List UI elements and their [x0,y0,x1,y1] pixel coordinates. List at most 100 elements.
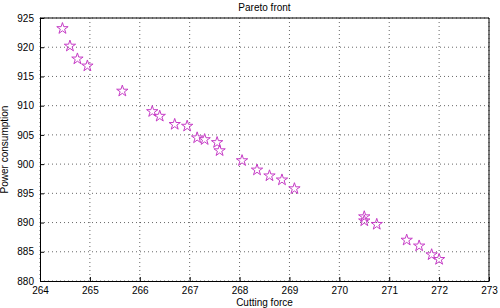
plot: 2642652662672682692702712722738808858908… [17,13,498,296]
tick-label: 915 [17,71,34,82]
grid-line [40,134,489,135]
tick: 900 [17,159,44,170]
grid-line [139,18,140,281]
point [413,240,424,251]
tick: 270 [331,277,348,296]
point [181,120,192,131]
tick-mark [40,135,44,136]
title: Pareto front [238,2,290,13]
point [82,60,93,71]
axis-line [41,281,490,282]
tick-label: 910 [17,100,34,111]
grid-line [40,18,41,281]
tick-label: 880 [17,276,34,287]
grid-line [239,18,240,281]
point [251,164,262,175]
point [57,23,68,34]
tick: 895 [17,188,44,199]
tick-label: 269 [282,285,299,296]
grid-line [40,193,489,194]
tick: 273 [481,277,498,296]
tick-label: 270 [331,285,348,296]
tick: 880 [17,276,44,287]
tick-label: 265 [82,285,99,296]
point [289,183,300,194]
tick: 266 [132,277,149,296]
tick-mark [40,164,44,165]
tick-mark [40,281,44,282]
point [276,174,287,185]
tick: 910 [17,100,44,111]
tick-label: 272 [431,285,448,296]
tick-mark [40,47,44,48]
tick-mark [190,277,191,281]
tick-mark [40,106,44,107]
tick-label: 271 [381,285,398,296]
point [72,53,83,64]
tick: 271 [381,277,398,296]
point [236,155,247,166]
grid-line [189,18,190,281]
tick: 925 [17,13,44,24]
point [154,110,165,121]
tick-mark [40,76,44,77]
y-axis: 880 885 890 895 900 905 910 915 920 925 [17,13,44,287]
tick-label: 890 [17,217,34,228]
grid-line [289,18,290,281]
tick-mark [40,252,44,253]
point [433,253,444,264]
tick-label: 264 [32,285,49,296]
x-axis-title: Cutting force [236,297,293,308]
frame [489,18,490,281]
y-axis-title: Power consumption [0,106,10,194]
tick-label: 273 [481,285,498,296]
grid-line [489,18,490,281]
tick-label: 925 [17,13,34,24]
tick-label: 920 [17,42,34,53]
tick-mark [40,193,44,194]
tick: 890 [17,217,44,228]
point [264,170,275,181]
tick-label: 895 [17,188,34,199]
point [359,215,370,226]
grid-line [40,222,489,223]
point [169,118,180,129]
tick-mark [90,277,91,281]
tick-label: 267 [182,285,199,296]
tick-mark [289,277,290,281]
tick-label: 885 [17,246,34,257]
tick: 265 [82,277,99,296]
grid-line [40,47,489,48]
point [211,137,222,148]
tick: 272 [431,277,448,296]
point [371,218,382,229]
point [214,145,225,156]
tick: 267 [182,277,199,296]
grid-line [439,18,440,281]
tick-label: 266 [132,285,149,296]
tick-mark [389,277,390,281]
grid-line [40,18,489,19]
tick-label: 900 [17,159,34,170]
chart: 2642652662672682692702712722738808858908… [0,0,500,308]
grid [40,18,489,281]
point [401,234,412,245]
point [199,134,210,145]
tick: 920 [17,42,44,53]
point [117,85,128,96]
tick: 268 [232,277,249,296]
tick: 269 [282,277,299,296]
tick: 915 [17,71,44,82]
point [64,40,75,51]
tick-mark [40,223,44,224]
tick: 885 [17,246,44,257]
grid-line [339,18,340,281]
tick-label: 268 [232,285,249,296]
grid-line [89,18,90,281]
tick-mark [439,277,440,281]
tick: 905 [17,130,44,141]
tick-mark [140,277,141,281]
grid-line [40,76,489,77]
x-axis: 264 265 266 267 268 269 270 271 272 273 [32,277,498,296]
grid-line [40,105,489,106]
